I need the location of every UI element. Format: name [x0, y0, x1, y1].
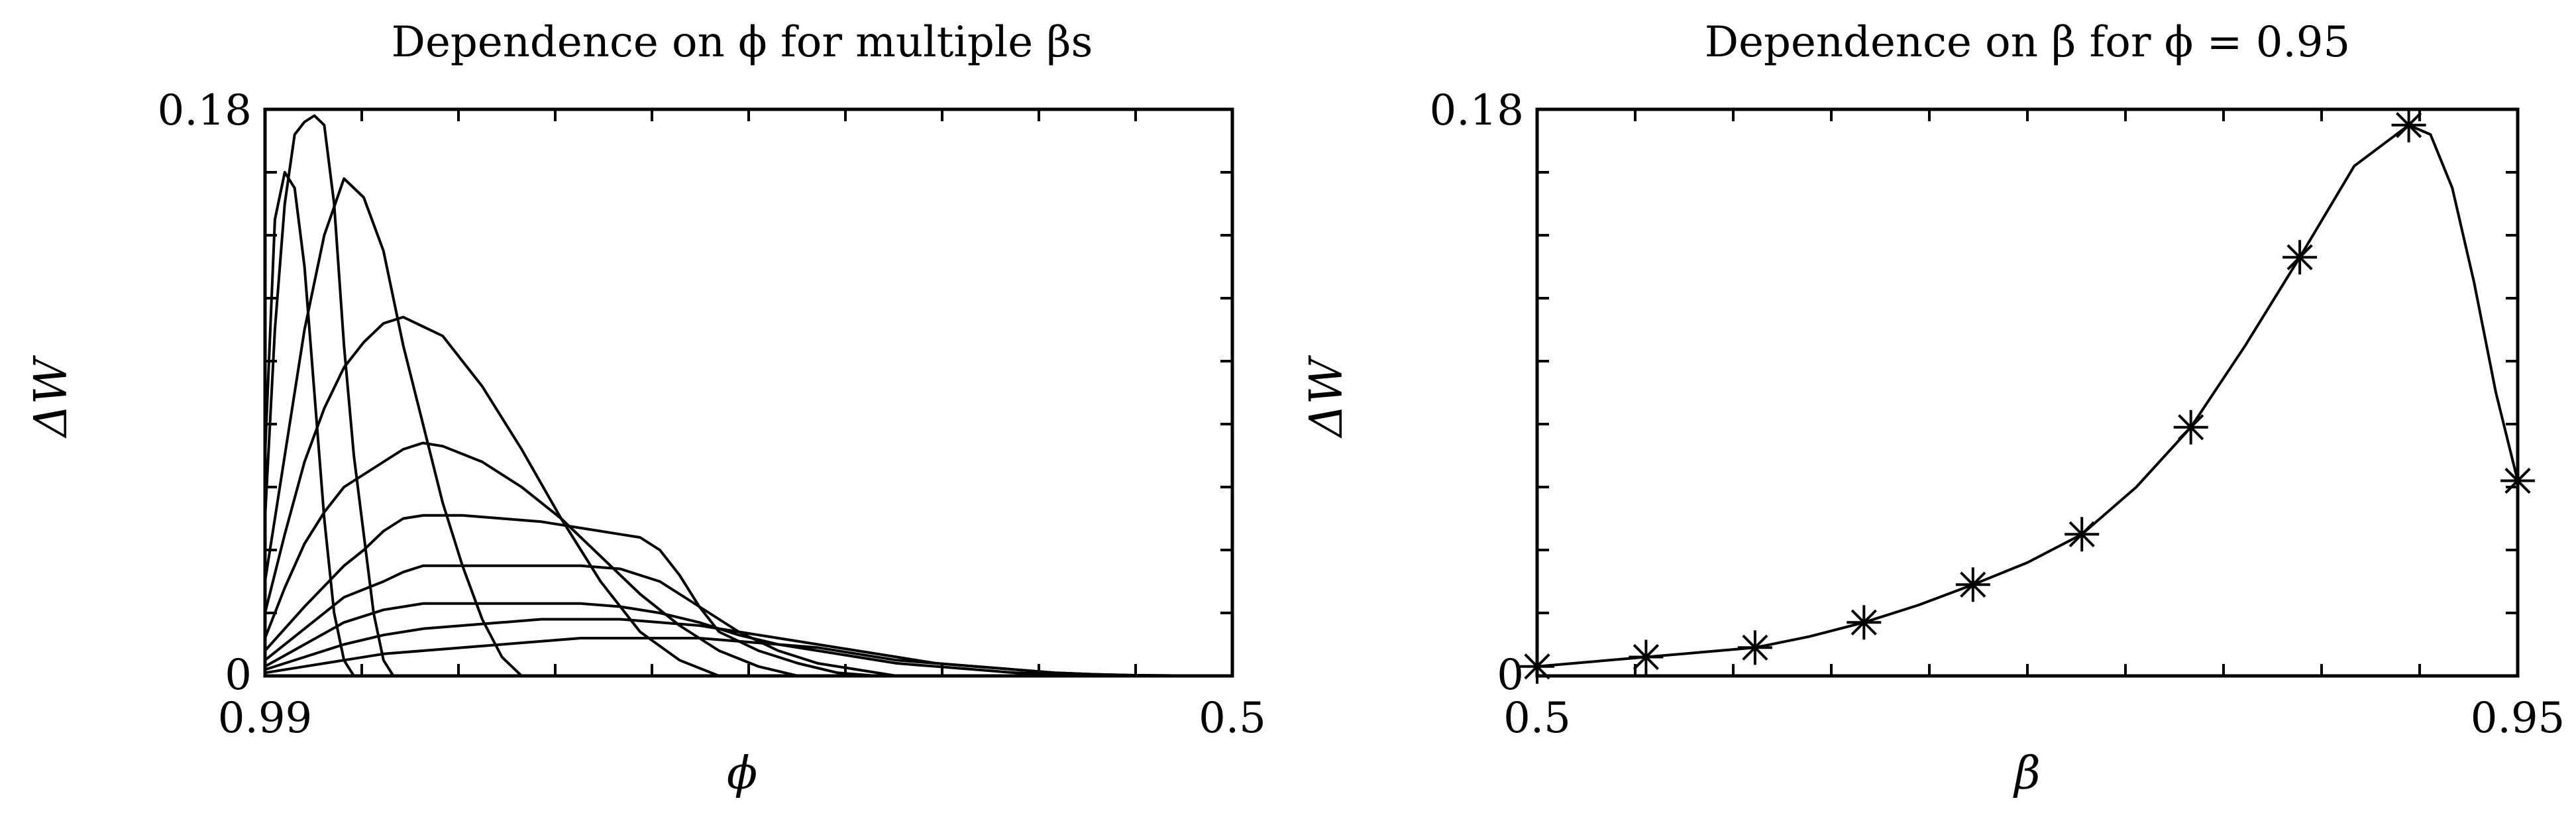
right-data-point-marker — [2500, 463, 2535, 498]
left-series-line-2 — [264, 114, 395, 677]
left-x-ticks — [360, 109, 1137, 676]
right-data-point-marker — [1847, 605, 1882, 640]
left-y-tick-label-top: 0.18 — [158, 86, 252, 135]
right-y-ticks — [1537, 171, 2518, 614]
left-chart-title: Dependence on ϕ for multiple βs — [392, 18, 1093, 67]
left-series-line-6 — [264, 514, 877, 677]
left-series-line-5 — [264, 441, 798, 677]
right-data-point-marker — [1629, 639, 1664, 675]
right-chart: Dependence on β for ϕ = 0.95 0.18 0 0.5 … — [1301, 18, 2565, 800]
right-plot-frame — [1535, 107, 2520, 678]
right-x-ticks — [1634, 109, 2421, 676]
left-series-group — [264, 114, 1232, 677]
right-series-group — [1520, 107, 2535, 684]
left-x-axis-label: ϕ — [727, 747, 757, 800]
left-series-line-1 — [264, 171, 355, 677]
left-y-axis-label: ΔW — [25, 355, 78, 439]
right-series-line — [1536, 123, 2519, 668]
right-data-point-marker — [1955, 567, 1990, 602]
left-series-line-3 — [264, 177, 523, 677]
left-chart: Dependence on ϕ for multiple βs 0.18 0 0… — [25, 18, 1266, 800]
left-x-tick-label-start: 0.99 — [218, 694, 313, 743]
right-data-point-marker — [2173, 410, 2208, 445]
right-data-point-marker — [2282, 240, 2318, 275]
left-plot-frame — [263, 107, 1234, 678]
right-data-point-marker — [1737, 630, 1772, 665]
left-y-ticks — [265, 171, 1232, 614]
right-y-axis-label: ΔW — [1301, 355, 1353, 439]
left-x-tick-label-end: 0.5 — [1199, 694, 1266, 743]
right-chart-title: Dependence on β for ϕ = 0.95 — [1705, 18, 2350, 67]
right-y-tick-label-top: 0.18 — [1430, 86, 1525, 135]
right-data-point-marker — [1520, 649, 1554, 684]
right-data-point-marker — [2065, 517, 2100, 552]
left-y-tick-label-bottom: 0 — [225, 651, 252, 700]
right-x-tick-label-end: 0.95 — [2471, 694, 2565, 743]
left-series-line-7 — [264, 564, 897, 677]
right-x-tick-label-start: 0.5 — [1503, 694, 1571, 743]
right-y-tick-label-bottom: 0 — [1497, 651, 1524, 700]
left-series-line-10 — [264, 637, 1232, 677]
right-x-axis-label: β — [2012, 747, 2040, 800]
right-data-point-marker — [2391, 107, 2426, 142]
